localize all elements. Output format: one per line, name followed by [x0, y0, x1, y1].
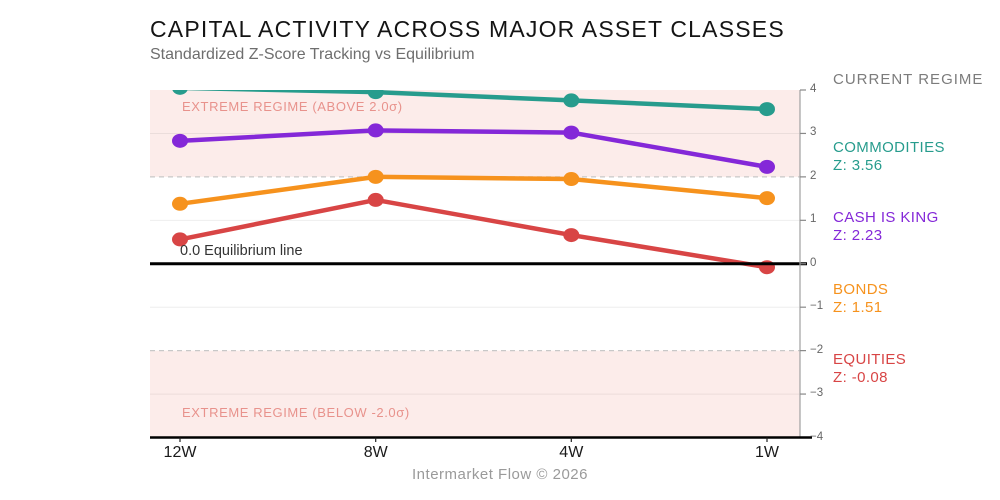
- data-point: [367, 123, 384, 138]
- x-tick-label: 8W: [363, 444, 388, 461]
- x-tick-label: 12W: [163, 444, 197, 461]
- extreme-band: [150, 350, 800, 438]
- data-point: [367, 169, 384, 184]
- extreme-above-label: EXTREME REGIME (ABOVE 2.0σ): [182, 99, 403, 114]
- series-line: [177, 174, 770, 207]
- x-tick-label: 4W: [559, 444, 584, 461]
- x-tick-label: 1W: [755, 444, 779, 461]
- data-point: [172, 232, 188, 247]
- chart-title: CAPITAL ACTIVITY ACROSS MAJOR ASSET CLAS…: [150, 16, 785, 42]
- legend-zscore: Z: 3.56: [833, 157, 883, 174]
- data-point: [759, 159, 775, 174]
- extreme-below-label: EXTREME REGIME (BELOW -2.0σ): [182, 405, 410, 420]
- legend-zscore: Z: -0.08: [833, 369, 888, 386]
- equilibrium-label: 0.0 Equilibrium line: [180, 243, 303, 259]
- legend-entry-bonds: BONDS Z: 1.51: [833, 281, 888, 317]
- legend-entry-equities: EQUITIES Z: -0.08: [833, 351, 906, 387]
- y-tick-label: −2: [810, 343, 824, 356]
- legend-entry-commodities: COMMODITIES Z: 3.56: [833, 139, 945, 175]
- series-line: [177, 128, 770, 170]
- legend-zscore: Z: 1.51: [833, 299, 883, 316]
- current-regime-heading: CURRENT REGIME: [833, 71, 984, 88]
- legend-entry-cash: CASH IS KING Z: 2.23: [833, 209, 939, 245]
- data-point: [367, 90, 384, 100]
- series-line: [177, 197, 770, 270]
- y-tick-label: 1: [810, 213, 817, 226]
- chart-subtitle: Standardized Z-Score Tracking vs Equilib…: [150, 46, 475, 63]
- data-point: [367, 192, 384, 207]
- footer-caption: Intermarket Flow © 2026: [412, 466, 588, 483]
- legend-name: EQUITIES: [833, 351, 907, 368]
- y-tick-label: −1: [810, 300, 824, 313]
- data-point: [563, 125, 580, 140]
- y-tick-label: 3: [810, 126, 817, 139]
- data-point: [172, 196, 188, 211]
- data-point: [759, 191, 775, 206]
- y-tick-label: −4: [810, 430, 824, 443]
- series-line: [179, 90, 770, 112]
- legend-name: CASH IS KING: [833, 209, 939, 226]
- y-tick-label: 2: [810, 169, 817, 182]
- y-tick-label: 4: [810, 83, 817, 95]
- legend-zscore: Z: 2.23: [833, 227, 883, 244]
- data-point: [563, 93, 580, 108]
- y-tick-label: 0: [810, 256, 817, 269]
- legend-name: BONDS: [833, 281, 889, 298]
- y-tick-label: −3: [810, 387, 824, 400]
- data-point: [563, 172, 580, 187]
- data-point: [759, 102, 775, 117]
- legend-name: COMMODITIES: [833, 139, 945, 156]
- data-point: [172, 133, 188, 148]
- data-point: [172, 90, 188, 95]
- data-point: [563, 228, 580, 243]
